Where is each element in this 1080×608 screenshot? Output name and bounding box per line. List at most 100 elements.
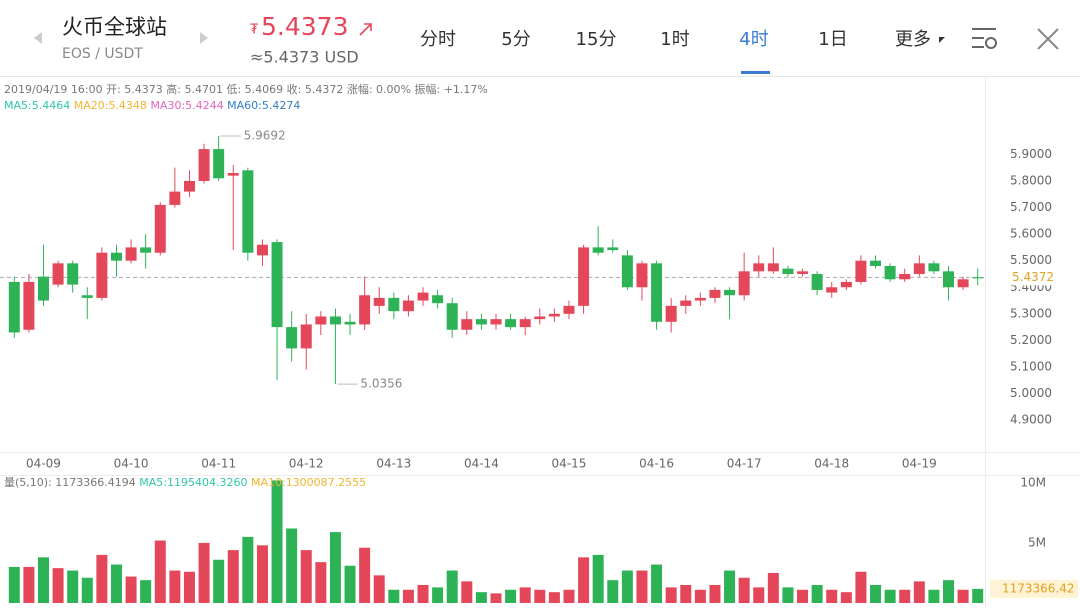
legend-entry: MA60:5.4274 [227, 99, 300, 112]
candle-body [884, 266, 896, 280]
volume-bar [8, 566, 20, 603]
y-tick-label: 5.9000 [1010, 147, 1052, 161]
volume-bar [767, 572, 779, 603]
volume-bar [782, 587, 794, 603]
candle-body [359, 295, 371, 325]
tab[interactable]: 5分 [501, 29, 530, 50]
candle-body [446, 303, 458, 330]
ma-legend: MA5:5.4464 MA20:5.4348 MA30:5.4244 MA60:… [4, 99, 300, 112]
volume-bar [826, 589, 838, 603]
candle-body [8, 281, 20, 333]
candle-body [373, 297, 385, 306]
candle-body [315, 316, 327, 325]
volume-bar [680, 584, 692, 603]
volume-bar [227, 550, 239, 603]
y-tick-label: 5.7000 [1010, 200, 1052, 214]
settings-icon[interactable] [972, 28, 997, 49]
candle-body [651, 263, 663, 322]
volume-bar [709, 584, 721, 603]
close-button[interactable] [1037, 28, 1059, 50]
volume-bar [913, 581, 925, 603]
candle-body [519, 319, 531, 328]
volume-bar [359, 547, 371, 603]
volume-bar [154, 540, 166, 603]
volume-bar [81, 577, 93, 603]
candle-body [227, 173, 239, 176]
volume-bar [505, 589, 517, 603]
x-tick-label: 04-19 [902, 457, 937, 471]
volume-bar [446, 570, 458, 603]
volume-bar [592, 554, 604, 603]
volume-bar [943, 580, 955, 603]
prev-arrow[interactable] [34, 32, 42, 44]
candle-body [811, 273, 823, 290]
volume-bar [636, 570, 648, 603]
candle-body [96, 252, 108, 298]
candle-body [125, 247, 137, 261]
candle-body [344, 321, 356, 325]
volume-bar [840, 592, 852, 603]
tab[interactable]: 1时 [660, 29, 689, 50]
extreme-label: 5.0356 [360, 377, 402, 391]
x-tick-label: 04-15 [552, 457, 587, 471]
candle-body [826, 287, 838, 293]
volume-bar [899, 589, 911, 603]
next-arrow[interactable] [200, 32, 208, 44]
volume-tick-label: 5M [1028, 535, 1046, 549]
volume-bar [125, 576, 137, 603]
candle-body [475, 319, 487, 325]
volume-bar [96, 554, 108, 603]
candle-body [388, 297, 400, 312]
candle-body [913, 263, 925, 274]
candle-body [592, 247, 604, 253]
volume-bar [651, 564, 663, 603]
volume-bar [724, 570, 736, 603]
candle-body [286, 327, 298, 349]
candle-body [300, 324, 312, 349]
volume-bar [490, 593, 502, 603]
volume-bar [242, 536, 254, 603]
candle-body [37, 276, 49, 301]
candle-body [767, 263, 779, 272]
plot: 4.90005.00005.10005.20005.30005.40005.50… [0, 129, 1078, 603]
tab[interactable]: 更多 [895, 29, 931, 50]
volume-bar [811, 584, 823, 603]
volume-bar [578, 557, 590, 603]
volume-bar [928, 589, 940, 603]
volume-bar [432, 587, 444, 603]
volume-bar [198, 542, 210, 603]
up-arrow [359, 23, 372, 36]
volume-bar [797, 589, 809, 603]
tab[interactable]: 15分 [576, 29, 617, 50]
volume-bar [753, 587, 765, 603]
candle-body [169, 191, 181, 205]
candle-body [928, 263, 940, 272]
candle-body [636, 263, 648, 288]
candle-body [242, 170, 254, 253]
candle-body [140, 247, 152, 253]
volume-bar [475, 592, 487, 603]
y-tick-label: 5.1000 [1010, 359, 1052, 373]
candle-body [81, 295, 93, 298]
volume-legend: 量(5,10): 1173366.4194 MA5:1195404.3260 M… [4, 476, 366, 489]
volume-bar [169, 570, 181, 603]
tab[interactable]: 分时 [420, 29, 456, 50]
volume-bar [52, 568, 64, 603]
candle-body [505, 319, 517, 328]
tab[interactable]: 1日 [818, 29, 847, 50]
candle-body [490, 319, 502, 325]
candle-body [797, 271, 809, 274]
candle-body [753, 263, 765, 272]
legend-entry: 量(5,10): 1173366.4194 [4, 476, 136, 489]
exchange-name: 火币全球站 [62, 15, 167, 39]
tab[interactable]: 4时 [739, 29, 768, 50]
legend-entry: MA30:5.4244 [150, 99, 223, 112]
currency-sign: ₮ [250, 23, 259, 38]
legend-entry: MA10:1300087.2555 [251, 476, 366, 489]
y-tick-label: 5.6000 [1010, 227, 1052, 241]
volume-bar [256, 545, 268, 603]
candle-body [870, 260, 882, 266]
volume-bar [548, 592, 560, 603]
candle-body [855, 260, 867, 282]
